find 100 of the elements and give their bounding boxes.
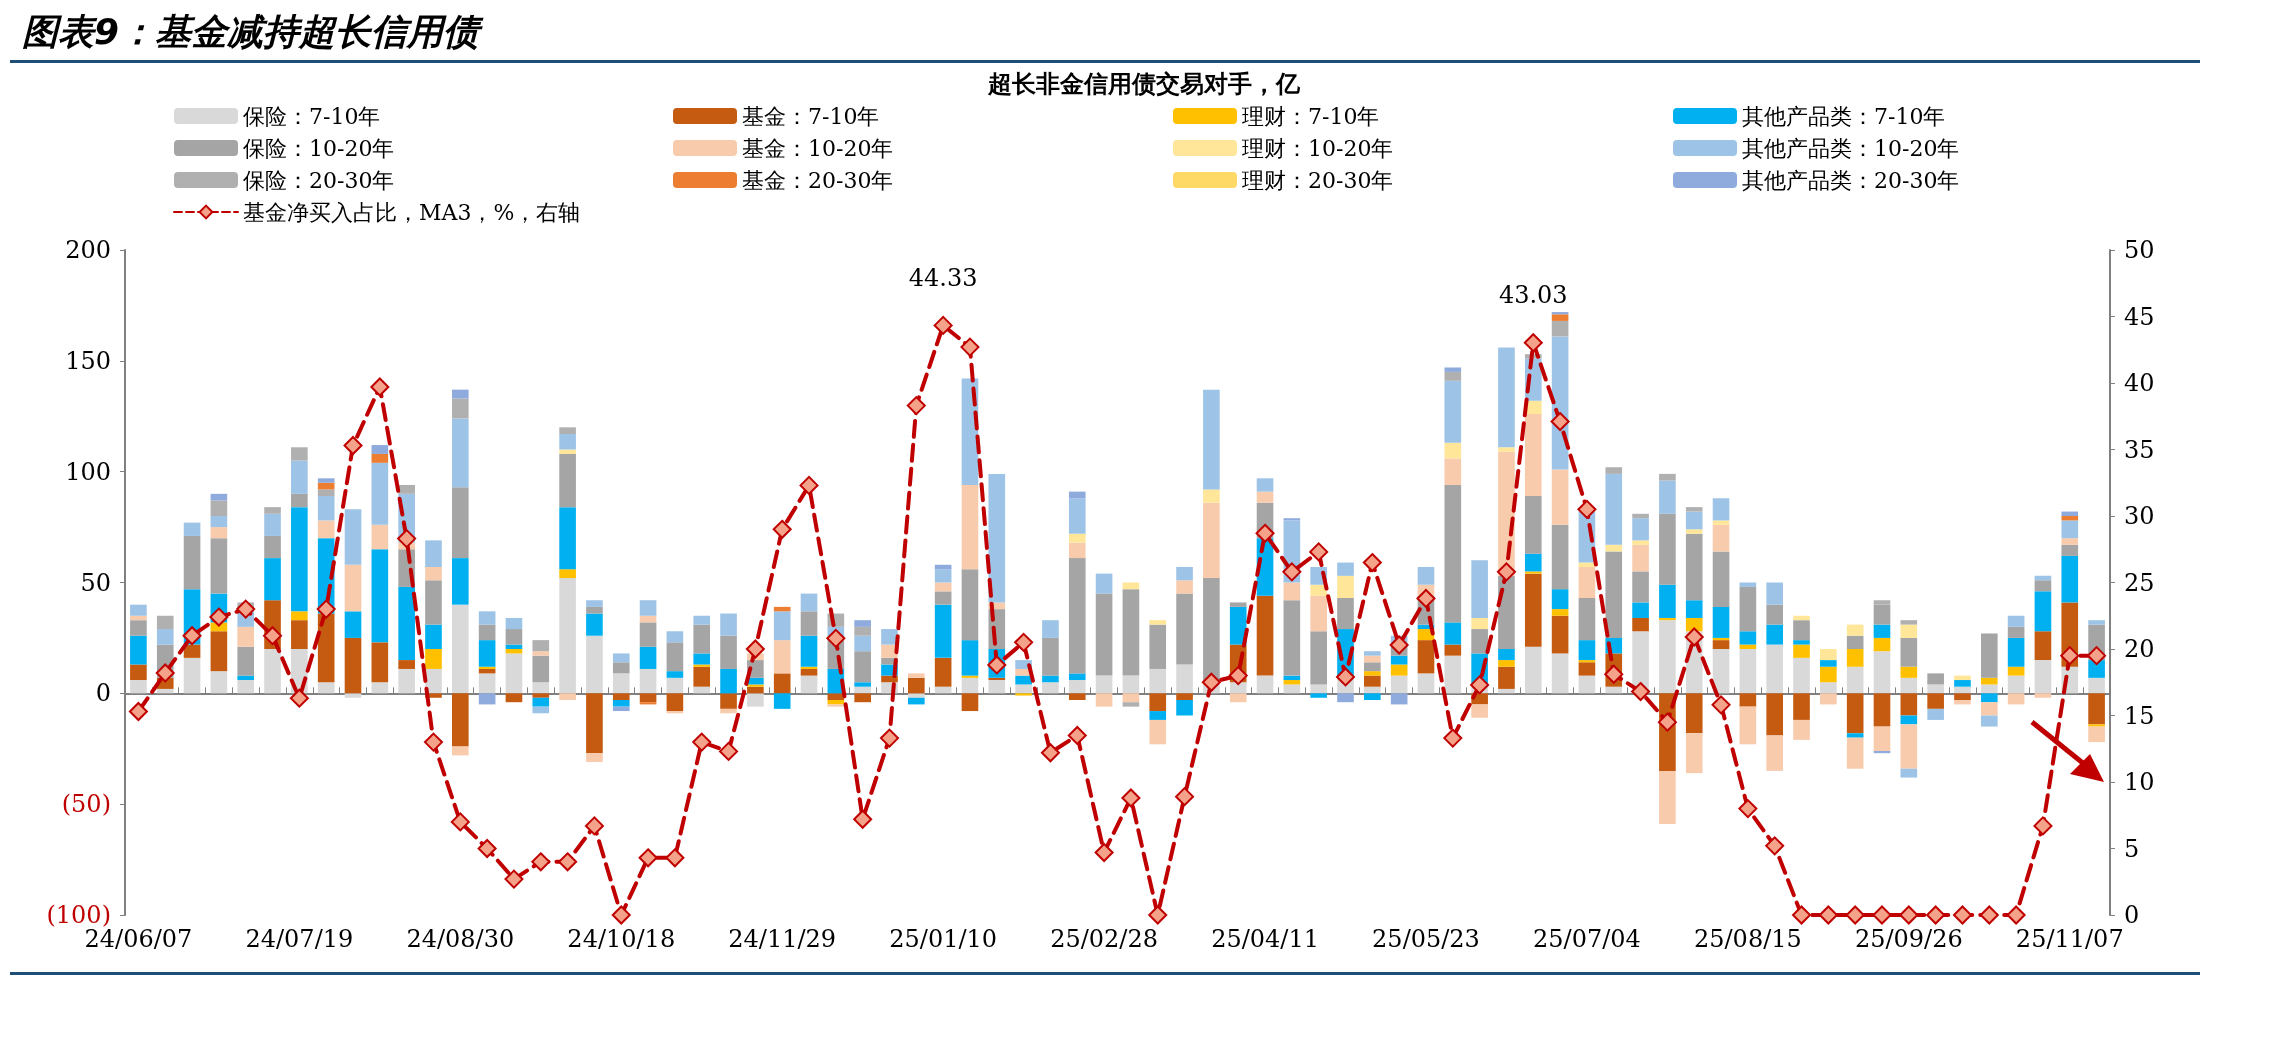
bar	[1203, 489, 1220, 503]
bar	[2007, 626, 2025, 638]
bar	[1176, 699, 1193, 716]
bar	[1095, 693, 1113, 707]
bar	[210, 527, 228, 539]
bar	[1846, 693, 1864, 734]
bar	[1820, 666, 1837, 683]
x-tick-label: 24/10/18	[567, 925, 676, 953]
bar	[1685, 511, 1703, 530]
bar	[237, 626, 255, 647]
bar	[1578, 566, 1596, 599]
bar	[666, 693, 684, 712]
bar	[1042, 637, 1059, 676]
bar	[1659, 617, 1676, 621]
bar	[827, 704, 845, 707]
bar	[2088, 693, 2105, 725]
bar	[1820, 649, 1837, 661]
bar	[1498, 347, 1515, 448]
bar	[264, 649, 281, 694]
bar	[291, 460, 308, 494]
bar	[1980, 693, 1998, 703]
bar	[1846, 649, 1864, 667]
bar	[720, 668, 737, 694]
bar	[1256, 675, 1274, 694]
bar	[2088, 724, 2105, 727]
bar	[1256, 491, 1274, 503]
bar	[1122, 589, 1140, 676]
bar	[1873, 651, 1891, 694]
bar	[1122, 693, 1140, 703]
data-label: 44.33	[908, 263, 978, 292]
bar	[1256, 595, 1274, 676]
bar	[1739, 649, 1757, 694]
bar	[586, 600, 603, 607]
bar	[1632, 571, 1649, 603]
bar	[1954, 699, 1971, 705]
bar	[344, 637, 362, 694]
bar	[1954, 693, 1971, 700]
bar	[1605, 551, 1623, 638]
bar	[1980, 702, 1998, 716]
bar	[1551, 524, 1569, 590]
bar	[451, 418, 469, 488]
bar	[1846, 733, 1864, 738]
bar	[1444, 371, 1462, 381]
bar	[425, 624, 442, 649]
bar	[1793, 640, 1810, 645]
bar	[344, 611, 362, 638]
x-tick-label: 25/02/28	[1050, 925, 1158, 953]
bar	[1900, 624, 1918, 638]
bar	[1739, 706, 1757, 745]
bar	[854, 651, 871, 683]
bar	[451, 558, 469, 605]
bar	[559, 449, 576, 454]
bar	[2088, 726, 2105, 743]
bar	[773, 606, 791, 612]
bar	[1766, 604, 1784, 625]
bar	[478, 693, 496, 705]
bar	[291, 507, 308, 612]
chart-subtitle: 超长非金信用债交易对手，亿	[986, 68, 1301, 98]
bar	[1659, 620, 1676, 694]
bar	[398, 484, 415, 494]
bar	[559, 507, 576, 570]
bar	[291, 620, 308, 649]
bar	[1122, 702, 1140, 707]
bar	[988, 473, 1006, 603]
y-tick-label: (50)	[61, 790, 111, 819]
bar	[1873, 624, 1891, 638]
bar	[210, 671, 228, 694]
bar	[1068, 693, 1086, 700]
bar	[264, 535, 281, 559]
legend-label: 其他产品类：20-30年	[1742, 167, 1960, 193]
bar	[1364, 671, 1381, 676]
bar	[532, 655, 550, 683]
bar	[1632, 544, 1649, 572]
bar	[1632, 602, 1649, 618]
bar	[398, 668, 415, 694]
bar	[237, 680, 255, 694]
bar	[1793, 719, 1810, 740]
bar	[1390, 675, 1408, 694]
legend-label: 理财：7-10年	[1242, 103, 1380, 129]
x-tick-label: 25/09/26	[1854, 925, 1963, 953]
bar	[854, 620, 871, 627]
bar	[1846, 737, 1864, 769]
bar	[2061, 538, 2079, 545]
bar	[961, 569, 979, 641]
bar	[1659, 480, 1676, 514]
bar	[156, 629, 174, 645]
bar	[934, 657, 952, 687]
bar	[1498, 688, 1515, 694]
bar	[773, 640, 791, 674]
bar	[773, 673, 791, 694]
bar	[1551, 609, 1569, 616]
bar	[532, 651, 550, 656]
bar	[1149, 719, 1167, 745]
bar	[1417, 640, 1435, 674]
bar	[2061, 555, 2079, 603]
bar	[854, 682, 871, 687]
bar	[1337, 693, 1354, 703]
bar	[2061, 511, 2079, 516]
bar	[291, 447, 308, 461]
bar	[264, 507, 281, 514]
